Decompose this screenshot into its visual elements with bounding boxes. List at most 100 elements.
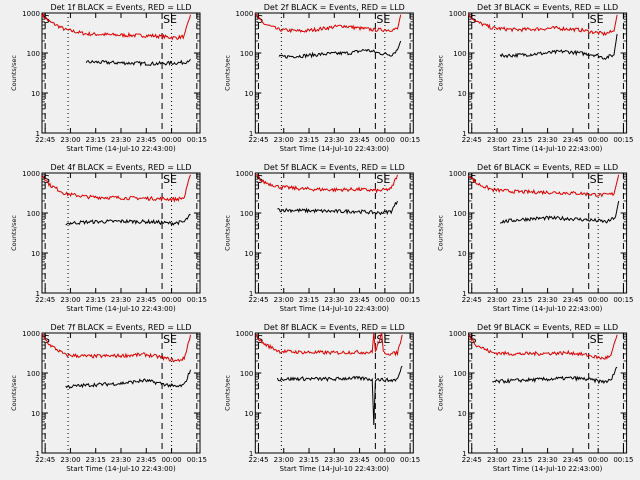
series-lld [468,174,620,198]
x-tick-label: 00:15 [613,136,633,144]
series-events [278,40,402,59]
x-tick-label: 23:30 [111,136,131,144]
panel-det-3: Det 3f BLACK = Events, RED = LLD 1 10 100 10… [437,3,634,153]
x-tick-label: 00:15 [400,136,420,144]
annotation-se: SE [376,13,390,26]
annotation-se: SE [590,13,604,26]
y-tick-label: 1 [462,450,466,458]
series-events [499,33,618,61]
y-tick-label: 1000 [449,170,467,178]
x-tick-label: 23:00 [60,296,80,304]
panel-det-4: Det 4f BLACK = Events, RED = LLD 1 10 100 10… [10,163,207,313]
x-tick-label: 22:45 [462,136,482,144]
x-tick-label: 23:15 [86,296,106,304]
x-axis-label: Start Time (14-Jul-10 22:43:00) [280,145,390,153]
plot-frame [468,332,628,454]
x-tick-label: 23:00 [60,456,80,464]
x-axis-label: Start Time (14-Jul-10 22:43:00) [280,305,390,313]
series-events [65,213,191,227]
x-tick-label: 23:15 [299,296,319,304]
x-tick-label: 00:15 [400,456,420,464]
x-tick-label: 23:00 [274,136,294,144]
x-tick-label: 22:45 [462,296,482,304]
x-tick-label: 23:15 [512,456,532,464]
y-tick-label: 1 [36,290,40,298]
panel-title: Det 3f BLACK = Events, RED = LLD [477,3,618,12]
y-tick-label: 1 [462,290,466,298]
y-tick-label: 10 [458,250,467,258]
y-tick-label: 1000 [449,10,467,18]
plot-frame [468,12,628,134]
x-tick-label: 00:00 [161,136,181,144]
x-tick-label: 00:00 [588,296,608,304]
y-tick-label: 100 [453,50,466,58]
y-tick-label: 100 [27,50,40,58]
y-axis-label: Counts/sec [437,375,445,411]
y-tick-label: 1 [36,130,40,138]
panel-det-5: Det 5f BLACK = Events, RED = LLD 1 10 100 10… [223,163,420,313]
x-tick-label: 00:00 [375,296,395,304]
x-tick-label: 23:45 [563,136,583,144]
x-tick-label: 23:15 [512,296,532,304]
annotation-se: SE [590,173,604,186]
x-axis-label: Start Time (14-Jul-10 22:43:00) [493,305,603,313]
y-axis-label: Counts/sec [10,375,18,411]
x-tick-label: 22:45 [35,296,55,304]
y-axis-label: Counts/sec [437,55,445,91]
series-events [276,365,403,426]
y-axis-label: Counts/sec [10,215,18,251]
annotation-se: SE [163,13,177,26]
plot-frame [41,172,201,294]
series-events [85,58,191,67]
x-tick-label: 23:00 [274,456,294,464]
annotation-s: S [43,173,50,186]
panel-title: Det 7f BLACK = Events, RED = LLD [50,323,191,332]
y-tick-label: 10 [244,90,253,98]
series-lld [41,333,191,363]
x-tick-label: 23:45 [136,296,156,304]
y-tick-label: 100 [240,50,253,58]
y-tick-label: 1000 [449,330,467,338]
y-tick-label: 100 [453,210,466,218]
panel-det-2: Det 2f BLACK = Events, RED = LLD 1 10 100 10… [223,3,420,153]
y-tick-label: 10 [244,410,253,418]
plot-frame [468,172,628,294]
x-tick-label: 23:30 [111,296,131,304]
x-tick-label: 23:15 [86,456,106,464]
x-tick-label: 00:15 [187,456,207,464]
panel-det-6: Det 6f BLACK = Events, RED = LLD 1 10 100 10… [437,163,634,313]
x-tick-label: 23:15 [86,136,106,144]
y-axis-label: Counts/sec [223,215,231,251]
x-tick-label: 23:30 [538,296,558,304]
annotation-se: SE [376,173,390,186]
x-tick-label: 22:45 [35,456,55,464]
series-lld [468,334,618,360]
x-tick-label: 00:00 [588,136,608,144]
y-tick-label: 100 [27,210,40,218]
x-tick-label: 00:15 [187,296,207,304]
y-tick-label: 1 [36,450,40,458]
annotation-s: S [256,333,263,346]
x-tick-label: 22:45 [35,136,55,144]
x-tick-label: 00:00 [161,456,181,464]
x-tick-label: 23:30 [324,456,344,464]
annotation-se: SE [163,333,177,346]
panel-title: Det 4f BLACK = Events, RED = LLD [50,163,191,172]
x-tick-label: 23:00 [487,296,507,304]
x-tick-label: 23:15 [512,136,532,144]
series-lld [468,13,618,37]
x-tick-label: 23:45 [349,296,369,304]
y-tick-label: 100 [240,210,253,218]
x-tick-label: 00:15 [613,296,633,304]
panel-det-7: Det 7f BLACK = Events, RED = LLD 1 10 100 10… [10,323,207,473]
x-axis-label: Start Time (14-Jul-10 22:43:00) [66,145,176,153]
series-events [499,200,620,224]
y-axis-label: Counts/sec [10,55,18,91]
series-lld [254,13,402,34]
plot-frame [254,172,414,294]
plot-frame [41,332,201,454]
x-tick-label: 23:30 [324,296,344,304]
series-lld [41,174,191,203]
y-tick-label: 10 [458,410,467,418]
series-lld [255,173,398,194]
